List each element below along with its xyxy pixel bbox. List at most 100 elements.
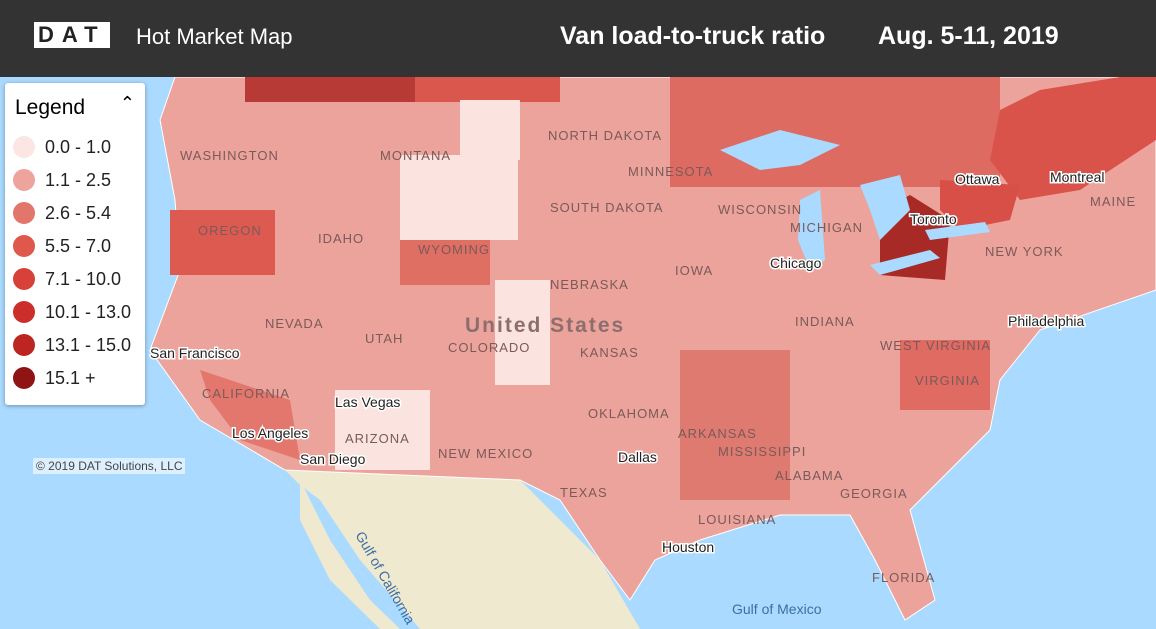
- legend-item: 0.0 - 1.0: [13, 133, 111, 161]
- legend-swatch: [13, 136, 35, 158]
- logo-text: DAT: [34, 22, 110, 48]
- state-label: LOUISIANA: [698, 512, 776, 527]
- state-label: MINNESOTA: [628, 164, 713, 179]
- city-label: Chicago: [770, 255, 822, 271]
- region: [200, 370, 300, 460]
- legend-label: 15.1 +: [45, 367, 96, 388]
- legend-item: 5.5 - 7.0: [13, 232, 111, 260]
- copyright: © 2019 DAT Solutions, LLC: [33, 458, 186, 474]
- city-label: Los Angeles: [232, 425, 308, 441]
- legend-swatch: [13, 268, 35, 290]
- region: [460, 100, 520, 160]
- state-label: NEBRASKA: [550, 277, 629, 292]
- header: DAT Hot Market Map Van load-to-truck rat…: [0, 0, 1156, 77]
- region: [940, 180, 1020, 230]
- legend-swatch: [13, 301, 35, 323]
- legend-item: 13.1 - 15.0: [13, 331, 131, 359]
- date-range: Aug. 5-11, 2019: [878, 22, 1059, 50]
- legend-label: 2.6 - 5.4: [45, 202, 112, 223]
- legend-item: 2.6 - 5.4: [13, 199, 111, 227]
- state-label: WISCONSIN: [718, 202, 802, 217]
- lake: [798, 190, 825, 270]
- state-label: NEVADA: [265, 316, 324, 331]
- city-label: Dallas: [618, 449, 657, 465]
- region: [900, 340, 990, 410]
- region: [495, 280, 550, 385]
- legend-swatch: [13, 235, 35, 257]
- collapse-button[interactable]: ⌃: [119, 93, 135, 113]
- state-label: TEXAS: [560, 485, 608, 500]
- logo: DAT: [34, 22, 110, 48]
- state-label: OREGON: [198, 223, 262, 238]
- state-label: MAINE: [1090, 194, 1136, 209]
- state-label: MISSISSIPPI: [718, 444, 806, 459]
- legend-label: 5.5 - 7.0: [45, 235, 112, 256]
- state-label: OKLAHOMA: [588, 406, 670, 421]
- city-label: Philadelphia: [1008, 313, 1084, 329]
- city-label: Toronto: [910, 211, 957, 227]
- legend-label: 13.1 - 15.0: [45, 334, 132, 355]
- state-label: CALIFORNIA: [202, 386, 290, 401]
- legend: Legend ⌃ 0.0 - 1.0 1.1 - 2.5 2.6 - 5.4 5.5 …: [5, 83, 145, 405]
- city-label: Montreal: [1050, 169, 1104, 185]
- region: [680, 350, 790, 500]
- state-label: MONTANA: [380, 148, 451, 163]
- city-label: Houston: [662, 539, 714, 555]
- app-title: Hot Market Map: [136, 24, 293, 49]
- region: [670, 77, 1000, 187]
- state-label: ARIZONA: [345, 431, 410, 446]
- state-label: FLORIDA: [872, 570, 935, 585]
- legend-swatch: [13, 367, 35, 389]
- legend-swatch: [13, 169, 35, 191]
- lake: [925, 222, 990, 240]
- city-label: San Francisco: [150, 345, 240, 361]
- metric-title: Van load-to-truck ratio: [560, 22, 826, 50]
- state-label: VIRGINIA: [915, 373, 980, 388]
- legend-item: 15.1 +: [13, 364, 96, 392]
- state-label: WASHINGTON: [180, 148, 279, 163]
- legend-swatch: [13, 202, 35, 224]
- state-label: IOWA: [675, 263, 713, 278]
- state-label: GEORGIA: [840, 486, 908, 501]
- state-label: MICHIGAN: [790, 220, 863, 235]
- region: [245, 77, 415, 102]
- legend-item: 7.1 - 10.0: [13, 265, 121, 293]
- region: [415, 77, 560, 102]
- city-label: Las Vegas: [335, 394, 400, 410]
- legend-label: 1.1 - 2.5: [45, 169, 112, 190]
- legend-label: 10.1 - 13.0: [45, 301, 132, 322]
- legend-item: 10.1 - 13.0: [13, 298, 131, 326]
- state-label: SOUTH DAKOTA: [550, 200, 664, 215]
- state-label: ARKANSAS: [678, 426, 757, 441]
- region: [400, 155, 518, 240]
- state-label: NORTH DAKOTA: [548, 128, 662, 143]
- legend-swatch: [13, 334, 35, 356]
- city-label: San Diego: [300, 451, 366, 467]
- state-label: ALABAMA: [775, 468, 843, 483]
- legend-label: 0.0 - 1.0: [45, 136, 112, 157]
- lake: [720, 130, 840, 170]
- state-label: WYOMING: [418, 242, 490, 257]
- lake: [860, 175, 910, 240]
- state-label: WEST VIRGINIA: [880, 338, 991, 353]
- country-label: United States: [465, 314, 625, 337]
- baja: [300, 480, 400, 629]
- city-label: Ottawa: [955, 171, 1000, 187]
- state-label: KANSAS: [580, 345, 639, 360]
- state-label: INDIANA: [795, 314, 855, 329]
- region: [990, 77, 1156, 200]
- region: [335, 390, 430, 470]
- legend-item: 1.1 - 2.5: [13, 166, 111, 194]
- legend-label: 7.1 - 10.0: [45, 268, 122, 289]
- region: [400, 240, 490, 285]
- state-label: NEW YORK: [985, 244, 1064, 259]
- water-label: Gulf of Mexico: [732, 601, 822, 617]
- state-label: NEW MEXICO: [438, 446, 533, 461]
- state-label: IDAHO: [318, 231, 364, 246]
- region: [170, 210, 275, 275]
- state-label: COLORADO: [448, 340, 530, 355]
- legend-title: Legend: [15, 96, 86, 119]
- state-label: UTAH: [365, 331, 403, 346]
